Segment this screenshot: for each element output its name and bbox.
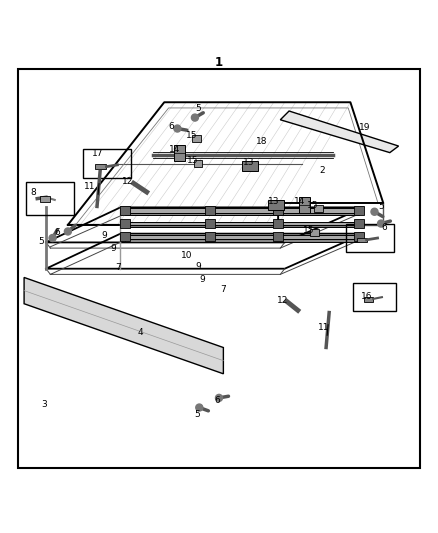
Bar (205, 206, 215, 215)
Text: 8: 8 (30, 189, 36, 197)
Bar (346, 224, 394, 252)
Text: 15: 15 (303, 226, 314, 235)
Bar (120, 232, 130, 241)
Circle shape (64, 228, 71, 235)
Text: 7: 7 (115, 263, 121, 272)
Bar (273, 219, 283, 228)
Circle shape (378, 220, 385, 227)
Bar (120, 219, 130, 228)
Bar (354, 206, 364, 215)
Text: 13: 13 (268, 197, 279, 206)
Text: 16: 16 (361, 292, 372, 301)
Text: 19: 19 (359, 123, 370, 132)
Text: 1: 1 (215, 56, 223, 69)
Bar (205, 219, 215, 228)
Text: 6: 6 (169, 122, 175, 131)
Text: 9: 9 (110, 245, 116, 254)
Text: 7: 7 (220, 285, 226, 294)
Bar (273, 232, 283, 241)
Text: 18: 18 (256, 137, 268, 146)
Polygon shape (280, 111, 399, 152)
Bar (194, 160, 202, 167)
Text: 13: 13 (243, 158, 254, 167)
Bar (268, 200, 284, 211)
Text: 5: 5 (195, 104, 201, 114)
Text: 15: 15 (307, 201, 319, 209)
Text: 12: 12 (122, 177, 134, 187)
FancyBboxPatch shape (125, 222, 359, 225)
FancyBboxPatch shape (125, 235, 359, 239)
Bar (273, 206, 283, 215)
FancyBboxPatch shape (125, 213, 359, 215)
Circle shape (196, 404, 203, 411)
Text: 9: 9 (101, 231, 107, 240)
Text: 12: 12 (277, 296, 288, 305)
Bar (364, 297, 373, 302)
Text: 3: 3 (41, 400, 47, 409)
Bar (83, 149, 131, 178)
Circle shape (174, 125, 181, 132)
Text: 5: 5 (378, 201, 384, 211)
Polygon shape (24, 278, 223, 374)
Text: 15: 15 (186, 131, 197, 140)
Text: 2: 2 (319, 166, 325, 175)
Text: 11: 11 (84, 182, 95, 191)
Bar (354, 219, 364, 228)
FancyBboxPatch shape (125, 225, 359, 227)
Text: 14: 14 (294, 197, 306, 206)
Bar (26, 182, 74, 215)
Text: 5: 5 (39, 237, 45, 246)
Circle shape (49, 235, 56, 241)
Text: 6: 6 (215, 397, 221, 406)
Bar (242, 160, 258, 171)
Text: 5: 5 (194, 410, 200, 419)
Bar (357, 238, 367, 242)
Bar (353, 283, 396, 311)
Text: 14: 14 (169, 144, 180, 154)
FancyBboxPatch shape (125, 208, 359, 213)
Bar (192, 135, 201, 142)
Text: 4: 4 (138, 328, 143, 337)
Circle shape (371, 208, 378, 215)
Bar (354, 232, 364, 241)
Text: 6: 6 (381, 223, 387, 231)
Bar (40, 196, 50, 201)
Text: 17: 17 (92, 149, 103, 158)
Text: 10: 10 (181, 251, 193, 260)
Bar (314, 205, 323, 212)
Bar (174, 145, 185, 160)
Text: 15: 15 (187, 157, 198, 165)
Circle shape (191, 114, 198, 121)
Text: 9: 9 (199, 275, 205, 284)
Bar (95, 164, 106, 169)
FancyBboxPatch shape (125, 239, 359, 241)
Bar (310, 229, 319, 236)
Bar (120, 206, 130, 215)
Text: 6: 6 (54, 228, 60, 237)
Bar (299, 197, 310, 213)
Circle shape (215, 394, 223, 401)
Text: 9: 9 (195, 262, 201, 271)
Bar (205, 232, 215, 241)
Text: 11: 11 (318, 324, 330, 332)
